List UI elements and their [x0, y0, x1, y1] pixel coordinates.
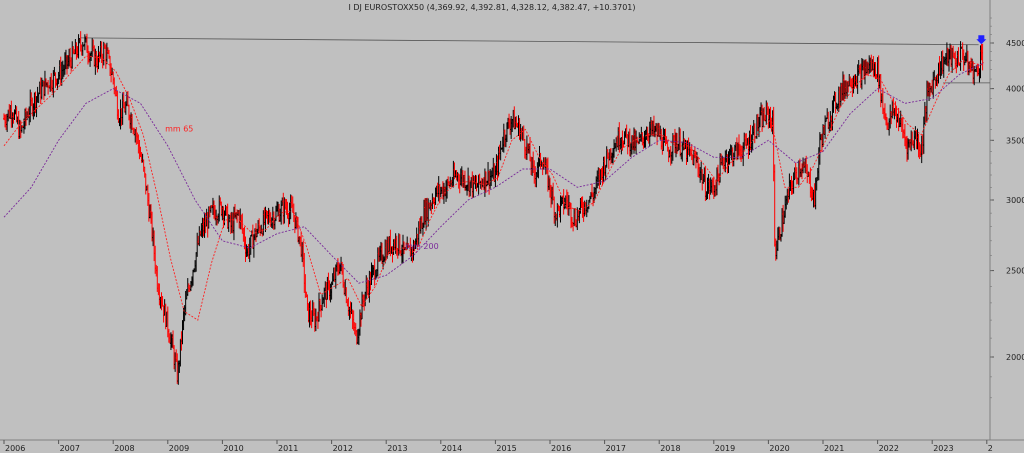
- y-tick-label: 4000: [1006, 85, 1024, 94]
- x-tick-label: 2013: [387, 444, 407, 453]
- x-tick-label: 2019: [715, 444, 735, 453]
- x-tick-label: 2018: [660, 444, 680, 453]
- x-tick-label: 2014: [442, 444, 462, 453]
- ma65-line: [3, 55, 984, 321]
- x-tick-label: 2020: [769, 444, 789, 453]
- x-tick-label: 2010: [223, 444, 243, 453]
- ma200-line: [3, 62, 984, 284]
- ma200-label: mm 200: [405, 242, 438, 251]
- x-tick-label: 2022: [879, 444, 899, 453]
- x-tick-label: 2012: [333, 444, 353, 453]
- chart-title: I DJ EUROSTOXX50 (4,369.92, 4,392.81, 4,…: [348, 3, 635, 12]
- x-tick-label: 2021: [824, 444, 844, 453]
- x-tick-label: 2006: [5, 444, 25, 453]
- ma65-label: mm 65: [165, 125, 193, 134]
- x-tick-label: 2: [988, 444, 993, 453]
- x-tick-label: 2011: [278, 444, 298, 453]
- y-tick-label: 3500: [1006, 136, 1024, 145]
- x-tick-label: 2016: [551, 444, 571, 453]
- down-arrow-icon: [976, 35, 987, 45]
- y-tick-label: 4500: [1006, 39, 1024, 48]
- x-tick-label: 2009: [169, 444, 189, 453]
- resistance-trendline: [80, 37, 979, 46]
- x-tick-label: 2015: [496, 444, 516, 453]
- x-tick-label: 2008: [114, 444, 134, 453]
- y-tick-label: 3000: [1006, 196, 1024, 205]
- x-tick-label: 2007: [60, 444, 80, 453]
- y-tick-label: 2000: [1006, 353, 1024, 362]
- x-tick-label: 2023: [933, 444, 953, 453]
- x-tick-label: 2017: [606, 444, 626, 453]
- y-tick-label: 2500: [1006, 267, 1024, 276]
